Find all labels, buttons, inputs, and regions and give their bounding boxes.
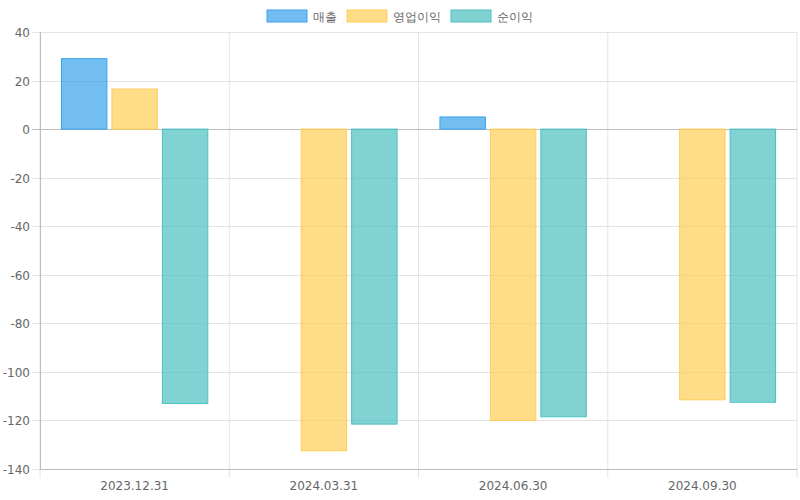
x-grid-line <box>229 32 230 478</box>
x-tick-label: 2023.12.31 <box>100 479 169 493</box>
x-grid-line <box>797 32 798 478</box>
y-tick-label: -120 <box>3 414 30 428</box>
y-tick-label: -40 <box>10 220 30 234</box>
x-tick-label: 2024.09.30 <box>668 479 737 493</box>
x-grid-line <box>418 32 419 478</box>
bar <box>61 59 106 129</box>
y-axis <box>40 32 41 469</box>
y-tick-label: 0 <box>22 123 30 137</box>
bar <box>112 89 157 129</box>
bar <box>352 129 397 424</box>
bar <box>730 129 775 402</box>
x-tick-label: 2024.03.31 <box>290 479 359 493</box>
y-tick-label: -80 <box>10 317 30 331</box>
y-grid-line <box>32 420 797 421</box>
x-grid-line <box>607 32 608 478</box>
bar <box>680 129 725 400</box>
bar <box>162 129 207 403</box>
bar <box>490 129 535 420</box>
y-tick-label: -100 <box>3 366 30 380</box>
bar <box>541 129 586 417</box>
x-tick-label: 2024.06.30 <box>479 479 548 493</box>
y-grid-line <box>32 81 797 82</box>
bar <box>301 129 346 451</box>
legend: 매출 영업이익 순이익 <box>267 10 533 24</box>
legend-label: 영업이익 <box>393 10 441 24</box>
y-grid-line <box>32 469 797 470</box>
y-tick-label: 20 <box>15 75 30 89</box>
legend-swatch <box>451 10 491 22</box>
legend-swatch <box>347 10 387 22</box>
y-grid-line <box>32 32 797 33</box>
x-grid-line <box>40 32 41 478</box>
y-tick-label: -60 <box>10 269 30 283</box>
chart: -140 -120 -100 -80 -60 -40 -20 0 20 40 2023.12.31 2… <box>0 0 800 500</box>
y-tick-label: -140 <box>3 463 30 477</box>
y-tick-label: 40 <box>15 26 30 40</box>
bar <box>440 117 485 129</box>
x-axis <box>40 469 797 470</box>
bars <box>61 59 775 451</box>
legend-swatch <box>267 10 307 22</box>
legend-label: 매출 <box>313 10 337 24</box>
y-tick-label: -20 <box>10 172 30 186</box>
legend-label: 순이익 <box>497 10 533 24</box>
